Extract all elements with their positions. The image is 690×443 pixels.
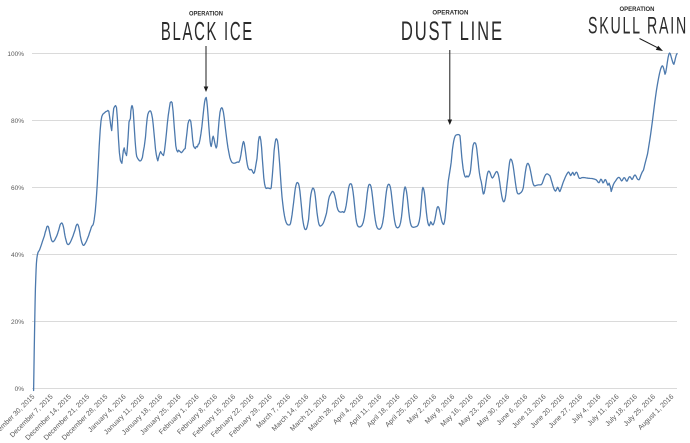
svg-text:20%: 20% <box>11 319 24 326</box>
svg-text:60%: 60% <box>11 185 24 192</box>
svg-text:BLACK ICE: BLACK ICE <box>161 16 254 46</box>
svg-text:OPERATION: OPERATION <box>432 10 468 17</box>
svg-text:DUST LINE: DUST LINE <box>401 16 504 46</box>
svg-text:0%: 0% <box>15 386 25 393</box>
svg-text:SKULL RAIN: SKULL RAIN <box>588 13 688 40</box>
svg-text:80%: 80% <box>11 118 24 125</box>
svg-text:40%: 40% <box>11 252 24 259</box>
svg-text:OPERATION: OPERATION <box>620 6 655 13</box>
svg-text:OPERATION: OPERATION <box>189 11 223 18</box>
svg-text:100%: 100% <box>7 51 24 58</box>
